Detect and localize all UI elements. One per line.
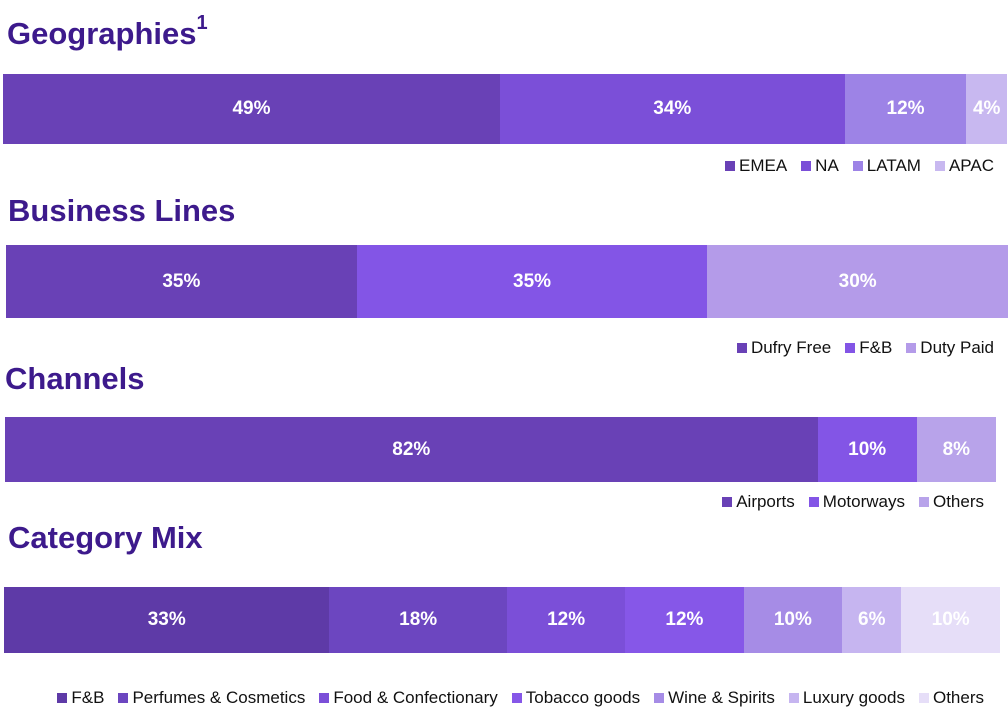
legend: Dufry Free F&B Duty Paid	[736, 338, 994, 358]
legend-item: Luxury goods	[788, 688, 905, 708]
data-label: 4%	[972, 98, 1001, 119]
legend-item: Tobacco goods	[511, 688, 641, 708]
legend-item: LATAM	[852, 156, 921, 176]
legend-label: Motorways	[822, 492, 905, 511]
legend-item: F&B	[57, 688, 104, 708]
legend: EMEA NA LATAM APAC	[724, 156, 994, 176]
legend-swatch-icon	[788, 693, 799, 703]
legend-label: Airports	[736, 492, 795, 511]
legend-item: APAC	[934, 156, 994, 176]
legend-label: Food & Confectionary	[333, 688, 498, 707]
legend-swatch-icon	[934, 161, 945, 171]
legend-label: APAC	[948, 156, 994, 175]
bar-segment: 34%	[499, 74, 845, 144]
legend-label: EMEA	[738, 156, 788, 175]
legend-item: Perfumes & Cosmetics	[118, 688, 305, 708]
legend-label: Wine & Spirits	[668, 688, 775, 707]
data-label: 82%	[392, 438, 431, 460]
legend-swatch-icon	[808, 497, 819, 507]
legend-item: Food & Confectionary	[319, 688, 498, 708]
bar-segment: 82%	[5, 417, 818, 482]
legend-label: Others	[932, 492, 984, 511]
legend-swatch-icon	[736, 343, 747, 353]
data-label: 18%	[399, 609, 438, 630]
bar-segment: 18%	[329, 587, 507, 653]
data-label: 34%	[653, 98, 692, 119]
legend-item: EMEA	[724, 156, 788, 176]
bar-segment: 12%	[625, 587, 744, 653]
chart-title: Channels	[5, 361, 145, 396]
chart-title: Business Lines	[8, 193, 236, 228]
legend-item: Motorways	[808, 492, 905, 512]
legend-label: Duty Paid	[920, 338, 994, 357]
legend-label: LATAM	[866, 156, 921, 175]
chart-title: Category Mix	[8, 520, 203, 555]
bar-segment: 35%	[6, 245, 357, 318]
data-label: 6%	[858, 609, 886, 630]
legend-swatch-icon	[918, 693, 929, 703]
legend-item: Airports	[722, 492, 795, 512]
bar-segment: 4%	[966, 74, 1007, 144]
data-label: 10%	[848, 438, 887, 460]
data-label: 12%	[547, 609, 586, 630]
legend-swatch-icon	[722, 497, 733, 507]
data-label: 33%	[147, 609, 186, 630]
data-label: 35%	[162, 270, 201, 292]
legend-item: F&B	[845, 338, 892, 358]
stacked-bar: 82% 10% 8%	[5, 417, 996, 482]
bar-segment: 12%	[506, 587, 626, 653]
legend-label: Others	[932, 688, 984, 707]
legend-swatch-icon	[654, 693, 665, 703]
legend-item: Others	[918, 688, 984, 708]
legend-label: NA	[815, 156, 839, 175]
bar-segment: 35%	[356, 245, 708, 318]
bar-segment: 10%	[901, 587, 1000, 653]
legend-item: Wine & Spirits	[654, 688, 775, 708]
data-label: 30%	[838, 270, 877, 292]
data-label: 12%	[665, 609, 704, 630]
bar-segment: 12%	[844, 74, 967, 144]
legend: Airports Motorways Others	[722, 492, 984, 512]
legend-item: Dufry Free	[736, 338, 832, 358]
data-label: 8%	[942, 438, 971, 460]
legend-swatch-icon	[845, 343, 856, 353]
chart-title: Geographies1	[7, 13, 208, 52]
stacked-bar: 49% 34% 12% 4%	[3, 74, 1007, 144]
legend-label: Dufry Free	[750, 338, 832, 357]
footnote-marker: 1	[196, 11, 208, 34]
legend-swatch-icon	[511, 693, 522, 703]
legend-label: F&B	[859, 338, 893, 357]
data-label: 49%	[232, 98, 271, 119]
legend-item: Others	[918, 492, 984, 512]
legend-swatch-icon	[852, 161, 863, 171]
legend: F&B Perfumes & Cosmetics Food & Confection…	[57, 688, 984, 708]
bar-segment: 49%	[3, 74, 500, 144]
data-label: 10%	[773, 609, 812, 630]
legend-swatch-icon	[918, 497, 929, 507]
legend-label: Luxury goods	[802, 688, 905, 707]
bar-segment: 30%	[707, 245, 1008, 318]
stacked-bar: 33% 18% 12% 12% 10% 6% 10%	[4, 587, 1000, 653]
legend-swatch-icon	[724, 161, 735, 171]
chart-title-text: Geographies	[7, 16, 197, 51]
stacked-bar: 35% 35% 30%	[6, 245, 1008, 318]
legend-label: Perfumes & Cosmetics	[132, 688, 306, 707]
legend-swatch-icon	[906, 343, 917, 353]
legend-label: F&B	[71, 688, 105, 707]
legend-swatch-icon	[801, 161, 812, 171]
bar-segment: 33%	[4, 587, 330, 653]
legend-item: NA	[801, 156, 839, 176]
data-label: 35%	[513, 270, 552, 292]
legend-swatch-icon	[118, 693, 129, 703]
legend-item: Duty Paid	[906, 338, 994, 358]
legend-swatch-icon	[319, 693, 330, 703]
bar-segment: 8%	[916, 417, 996, 482]
bar-segment: 10%	[743, 587, 843, 653]
legend-label: Tobacco goods	[525, 688, 641, 707]
data-label: 12%	[886, 98, 925, 119]
legend-swatch-icon	[57, 693, 68, 703]
bar-segment: 10%	[817, 417, 917, 482]
data-label: 10%	[931, 609, 970, 630]
bar-segment: 6%	[842, 587, 902, 653]
